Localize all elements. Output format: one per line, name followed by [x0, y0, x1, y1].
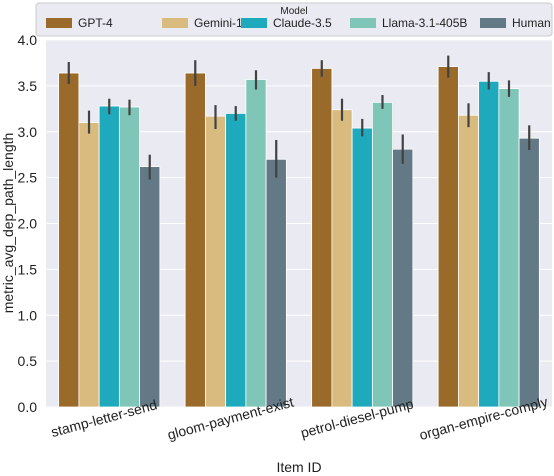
bar-gpt-4-stamp-letter-send [58, 72, 80, 408]
y-axis-label: metric_avg_dep_path_length [0, 133, 16, 314]
y-tick-label: 0.5 [18, 353, 38, 369]
bar-gpt-4-gloom-payment-exist [184, 72, 206, 408]
bar-claude-3-5-organ-empire-comply [478, 80, 500, 408]
bar-gemini-1-5-organ-empire-comply [457, 114, 480, 408]
y-tick-label: 2.0 [18, 216, 38, 232]
y-tick-label: 0.0 [18, 399, 38, 415]
y-tick-label: 4.0 [18, 32, 38, 48]
bar-human-stamp-letter-send [139, 166, 161, 408]
legend-label: Gemini-1.5 [194, 16, 253, 30]
y-tick-label: 1.0 [18, 307, 38, 323]
bar-gemini-1-5-gloom-payment-exist [204, 115, 227, 408]
error-bars [67, 55, 531, 180]
bar-llama-3-1-405b-organ-empire-comply [498, 88, 520, 408]
bar-llama-3-1-405b-gloom-payment-exist [245, 79, 267, 408]
bar-claude-3-5-petrol-diesel-pump [351, 127, 373, 408]
bar-llama-3-1-405b-petrol-diesel-pump [371, 101, 394, 408]
legend-label: Llama-3.1-405B [382, 16, 467, 30]
legend-swatch [241, 18, 267, 28]
y-axis-ticks: 0.0 0.5 1.0 1.5 2.0 2.5 3.0 3.5 4.0 [18, 32, 38, 415]
bar-gpt-4-organ-empire-comply [437, 66, 459, 408]
legend-swatch [162, 18, 188, 28]
bar-llama-3-1-405b-stamp-letter-send [118, 106, 141, 408]
bar-claude-3-5-gloom-payment-exist [225, 113, 247, 408]
bar-gemini-1-5-petrol-diesel-pump [331, 109, 353, 408]
y-tick-label: 3.0 [18, 124, 38, 140]
y-tick-label: 2.5 [18, 170, 38, 186]
bar-human-organ-empire-comply [518, 137, 540, 408]
legend-swatch [350, 18, 376, 28]
bar-gpt-4-petrol-diesel-pump [311, 68, 333, 408]
bars [58, 66, 540, 408]
y-tick-label: 1.5 [18, 261, 38, 277]
legend: Model GPT-4 Gemini-1.5 Claude-3.5 Llama-3.1… [35, 2, 553, 37]
legend-title: Model [280, 6, 307, 17]
legend-label: Human [512, 16, 551, 30]
x-axis-label: Item ID [276, 459, 321, 475]
legend-swatch [46, 18, 72, 28]
bar-claude-3-5-stamp-letter-send [98, 105, 120, 408]
bar-human-gloom-payment-exist [265, 158, 287, 408]
y-tick-label: 3.5 [18, 78, 38, 94]
legend-label: GPT-4 [78, 16, 113, 30]
bar-human-petrol-diesel-pump [392, 148, 414, 408]
legend-swatch [480, 18, 506, 28]
legend-label: Claude-3.5 [273, 16, 332, 30]
bar-gemini-1-5-stamp-letter-send [78, 122, 100, 408]
